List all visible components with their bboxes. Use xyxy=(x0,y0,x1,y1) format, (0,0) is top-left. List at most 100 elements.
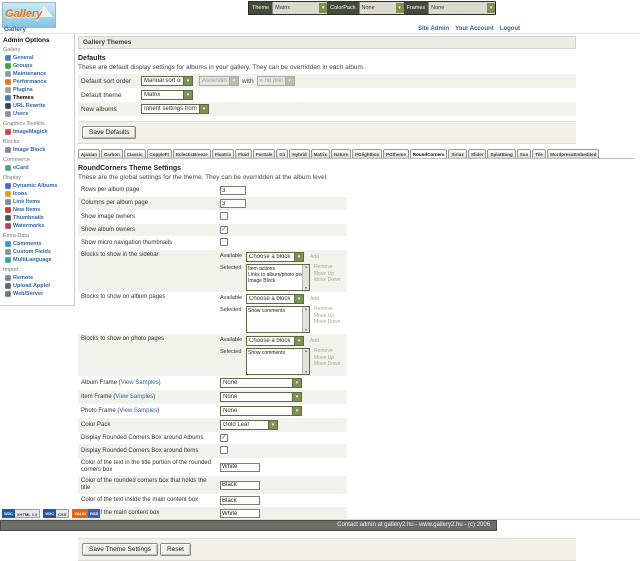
tab-siriux[interactable]: Siriux xyxy=(448,149,467,158)
scrollbar-down-icon[interactable]: ▼ xyxy=(304,286,308,290)
sidebar-item-maintenance[interactable]: Maintenance xyxy=(5,70,73,78)
sidebar-item-remote[interactable]: Remote xyxy=(5,274,73,282)
tab-classic[interactable]: Classic xyxy=(123,149,146,158)
sidebar-item-upload-applet[interactable]: Upload Applet xyxy=(5,282,73,290)
theme-select[interactable]: Matrix ▾ xyxy=(272,2,328,14)
title-box-color-input[interactable] xyxy=(220,480,260,490)
header-link[interactable]: Logout xyxy=(499,26,521,32)
scrollbar[interactable]: ▲ ▼ xyxy=(302,307,309,332)
breadcrumb-gallery-link[interactable]: Gallery xyxy=(4,26,27,33)
xhtml-valid-badge[interactable]: W3C XHTML 1.0 xyxy=(2,509,41,518)
album-frame-select[interactable]: None ▾ xyxy=(220,378,302,388)
tab-carbon[interactable]: Carbon xyxy=(101,149,123,158)
colorpack-select[interactable]: None ▾ xyxy=(358,2,404,14)
color-pack-select[interactable]: Gold Leaf ▾ xyxy=(220,420,278,430)
tab-pgtheme[interactable]: PGtheme xyxy=(383,149,409,158)
frames-select[interactable]: None ▾ xyxy=(428,2,496,14)
photo-frame-view-samples-link[interactable]: View Samples xyxy=(119,407,158,414)
photo-pages-remove-link[interactable]: Remove xyxy=(314,348,333,354)
sidebar-blocks-add-link[interactable]: Add xyxy=(310,254,319,260)
content-box-color-input[interactable] xyxy=(220,509,260,518)
sidebar-item-multilanguage[interactable]: MultiLanguage xyxy=(5,256,73,264)
sidebar-item-ecard[interactable]: eCard xyxy=(5,164,73,172)
default-theme-select[interactable]: Matrix ▾ xyxy=(141,90,193,100)
selected-block-option[interactable]: Show comments xyxy=(248,350,285,356)
tab-hybrid[interactable]: Hybrid xyxy=(289,149,310,158)
rss-valid-badge[interactable]: VALID RSS xyxy=(72,509,101,518)
rounded-box-albums-checkbox[interactable]: ✓ xyxy=(220,434,228,442)
scrollbar-down-icon[interactable]: ▼ xyxy=(304,370,308,374)
sidebar-item-dynamic-albums[interactable]: Dynamic Albums xyxy=(5,182,73,190)
selected-block-option[interactable]: Links to album/photo peers xyxy=(248,272,302,278)
scrollbar-up-icon[interactable]: ▲ xyxy=(304,307,308,311)
rounded-box-items-checkbox[interactable] xyxy=(220,446,228,454)
reset-button[interactable]: Reset xyxy=(159,543,191,556)
css-valid-badge[interactable]: W3C CSS xyxy=(43,509,70,518)
rows-per-album-page-input[interactable] xyxy=(220,186,246,195)
tab-eclecticbreeze[interactable]: EclecticBreeze xyxy=(173,149,211,158)
sidebar-item-url-rewrite[interactable]: URL Rewrite xyxy=(5,102,73,110)
show-album-owners-checkbox[interactable]: ✓ xyxy=(220,226,228,234)
selected-block-option[interactable]: Image Block xyxy=(248,278,276,284)
sidebar-item-watermarks[interactable]: Watermarks xyxy=(5,222,73,230)
tab-fluid[interactable]: Fluid xyxy=(235,149,252,158)
gallery-logo[interactable]: Gallery xyxy=(2,2,56,28)
sidebar-blocks-available-select[interactable]: Choose a block ▾ xyxy=(246,252,304,262)
sidebar-item-web-server[interactable]: Web/Server xyxy=(5,290,73,298)
photo-pages-add-link[interactable]: Add xyxy=(310,338,319,344)
sidebar-item-new-items[interactable]: New Items xyxy=(5,206,73,214)
save-theme-settings-button[interactable]: Save Theme Settings xyxy=(82,543,159,556)
tab-forsale[interactable]: ForSale xyxy=(252,149,276,158)
scrollbar-down-icon[interactable]: ▼ xyxy=(304,328,308,332)
sidebar-item-imagemagick[interactable]: ImageMagick xyxy=(5,128,73,136)
selected-block-option[interactable]: Show comments xyxy=(248,308,285,314)
album-pages-available-select[interactable]: Choose a block ▾ xyxy=(246,294,304,304)
tab-sun[interactable]: Sun xyxy=(516,149,532,158)
tab-wordpressembedded[interactable]: WordpressEmbedded xyxy=(546,149,600,158)
item-frame-select[interactable]: None ▾ xyxy=(220,392,302,402)
header-link[interactable]: Site Admin xyxy=(418,26,450,32)
save-defaults-button[interactable]: Save Defaults xyxy=(82,126,137,139)
album-pages-movedown-link[interactable]: Move Down xyxy=(314,319,341,325)
photo-frame-select[interactable]: None ▾ xyxy=(220,406,302,416)
show-image-owners-checkbox[interactable] xyxy=(220,212,228,220)
sidebar-item-icons[interactable]: Icons xyxy=(5,190,73,198)
scrollbar-up-icon[interactable]: ▲ xyxy=(304,265,308,269)
title-text-color-input[interactable] xyxy=(220,462,260,472)
sidebar-item-general[interactable]: General xyxy=(5,54,73,62)
sidebar-item-performance[interactable]: Performance xyxy=(5,78,73,86)
tab-matrix[interactable]: Matrix xyxy=(310,149,330,158)
sidebar-item-link-items[interactable]: Link Items xyxy=(5,198,73,206)
tab-floatrix[interactable]: Floatrix xyxy=(211,149,235,158)
sidebar-item-users[interactable]: Users xyxy=(5,110,73,118)
album-pages-moveup-link[interactable]: Move Up xyxy=(314,312,335,319)
tab-coppleft[interactable]: CoppleFt xyxy=(146,149,173,158)
columns-per-album-page-input[interactable] xyxy=(220,199,246,208)
tab-splatbang[interactable]: SplatBang xyxy=(487,149,516,158)
sidebar-blocks-moveup-link[interactable]: Move Up xyxy=(314,270,335,277)
sidebar-blocks-remove-link[interactable]: Remove xyxy=(314,264,333,270)
photo-pages-movedown-link[interactable]: Move Down xyxy=(314,361,341,367)
default-sort-order-select[interactable]: Manual sort order ▾ xyxy=(141,76,193,86)
album-pages-remove-link[interactable]: Remove xyxy=(314,306,333,312)
tab-ajaxian[interactable]: Ajaxian xyxy=(78,149,101,158)
scrollbar[interactable]: ▲ ▼ xyxy=(302,349,309,374)
sidebar-item-groups[interactable]: Groups xyxy=(5,62,73,70)
scrollbar-up-icon[interactable]: ▲ xyxy=(304,349,308,353)
album-frame-view-samples-link[interactable]: View Samples xyxy=(120,379,159,386)
sidebar-item-plugins[interactable]: Plugins xyxy=(5,86,73,94)
new-albums-select[interactable]: Inherit settings from parent album ▾ xyxy=(141,104,209,114)
album-pages-selected-list[interactable]: Show comments ▲ ▼ xyxy=(246,306,310,333)
tab-roundcorners[interactable]: RoundCorners xyxy=(409,149,448,158)
show-micro-navigation-thumbnails-checkbox[interactable] xyxy=(220,238,228,246)
tab-tile[interactable]: Tile xyxy=(532,149,546,158)
tab-g1[interactable]: G1 xyxy=(276,149,289,158)
tab-nature[interactable]: Nature xyxy=(330,149,352,158)
sidebar-item-comments[interactable]: Comments xyxy=(5,240,73,248)
sidebar-item-custom-fields[interactable]: Custom Fields xyxy=(5,248,73,256)
sidebar-blocks-movedown-link[interactable]: Move Down xyxy=(314,277,341,283)
tab-slider[interactable]: Slider xyxy=(467,149,487,158)
selected-block-option[interactable]: Item actions xyxy=(248,266,275,272)
sidebar-item-image-block[interactable]: Image Block xyxy=(5,146,73,154)
